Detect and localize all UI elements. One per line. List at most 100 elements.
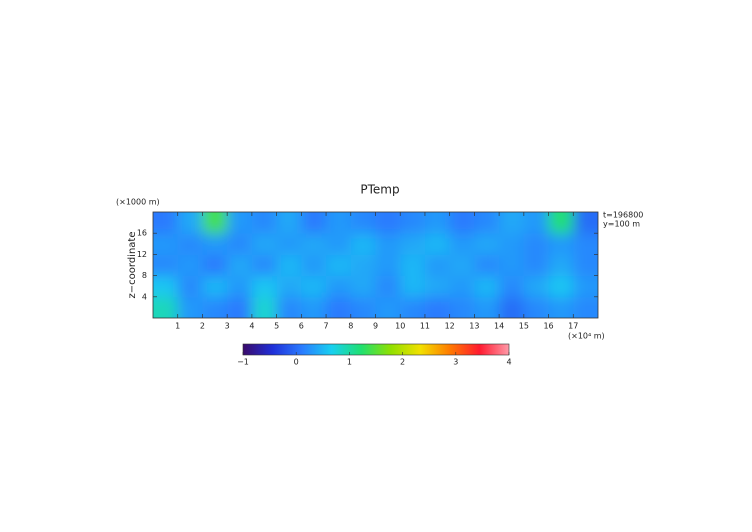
x-tick-label: 12: [445, 322, 455, 331]
heat-cell: [523, 254, 550, 277]
y-tick-label: 16: [137, 229, 147, 238]
heat-cell: [400, 254, 426, 277]
heat-cell: [375, 212, 401, 234]
heat-cell: [276, 233, 302, 255]
heat-cell: [548, 254, 574, 277]
colorbar-tick-label: −1: [237, 358, 249, 367]
heat-cell: [177, 212, 203, 234]
heat-cell: [548, 296, 574, 318]
heat-cell: [548, 233, 574, 255]
heat-cell: [573, 275, 598, 298]
heat-cell: [301, 296, 327, 318]
heat-cell: [523, 233, 550, 255]
heat-cell: [301, 233, 327, 255]
x-tick-label: 1: [175, 322, 180, 331]
colorbar: [242, 343, 510, 356]
x-tick-label: 5: [274, 322, 279, 331]
heat-cell: [424, 296, 451, 318]
heat-cell: [177, 254, 203, 277]
heat-cell: [375, 296, 401, 318]
heat-cell: [424, 212, 451, 234]
x-tick-label: 2: [200, 322, 205, 331]
heat-cell: [474, 233, 500, 255]
heat-cell: [449, 275, 475, 298]
x-tick-label: 10: [395, 322, 405, 331]
heat-cell: [276, 254, 302, 277]
heat-cell: [350, 254, 376, 277]
heat-cell: [326, 233, 352, 255]
heat-cell: [301, 275, 327, 298]
heatmap: [153, 212, 598, 318]
x-axis-label: (×10⁴ m): [568, 332, 605, 341]
heat-cell: [326, 296, 352, 318]
y-tick-label: 12: [137, 250, 147, 259]
colorbar-tick-label: 2: [400, 358, 405, 367]
heat-cell: [449, 296, 475, 318]
heat-cell: [573, 233, 598, 255]
x-tick-label: 9: [373, 322, 378, 331]
heat-cell: [375, 254, 401, 277]
heat-cell: [573, 212, 598, 234]
y-unit: (×1000 m): [116, 198, 160, 207]
heat-cell: [326, 212, 352, 234]
heat-cell: [227, 233, 253, 255]
y-tick-label: 4: [142, 292, 147, 301]
heat-cell: [523, 275, 550, 298]
heat-cell: [424, 254, 451, 277]
x-tick-label: 16: [543, 322, 553, 331]
heat-cell: [449, 254, 475, 277]
heat-cell: [326, 254, 352, 277]
heat-cell: [301, 212, 327, 234]
heat-cell: [251, 275, 278, 298]
x-tick-label: 8: [348, 322, 353, 331]
heat-cell: [449, 233, 475, 255]
x-tick-label: 17: [568, 322, 578, 331]
heat-cell: [227, 296, 253, 318]
heat-cell: [474, 275, 500, 298]
heat-cell: [251, 254, 278, 277]
heat-cell: [449, 212, 475, 234]
y-axis-label: z−coordinate: [127, 232, 138, 299]
heat-cell: [400, 233, 426, 255]
heat-cell: [424, 233, 451, 255]
heat-cell: [499, 233, 525, 255]
heat-cell: [350, 212, 376, 234]
heat-cell: [227, 254, 253, 277]
heat-cell: [153, 296, 179, 318]
x-tick-label: 13: [469, 322, 479, 331]
colorbar-tick-label: 3: [453, 358, 458, 367]
heat-cell: [301, 254, 327, 277]
heat-cell: [202, 212, 228, 234]
heat-cell: [350, 296, 376, 318]
heat-cell: [202, 254, 228, 277]
heat-cell: [251, 233, 278, 255]
heat-cell: [202, 233, 228, 255]
heat-cell: [177, 275, 203, 298]
heat-cell: [153, 212, 179, 234]
heat-cell: [499, 275, 525, 298]
heat-cell: [202, 296, 228, 318]
x-tick-label: 11: [420, 322, 430, 331]
heat-cell: [424, 275, 451, 298]
heat-cell: [177, 296, 203, 318]
heat-cell: [227, 275, 253, 298]
heat-cell: [474, 296, 500, 318]
colorbar-tick-label: 1: [347, 358, 352, 367]
annotation: t=196800: [603, 211, 643, 220]
heat-cell: [400, 296, 426, 318]
heat-cell: [548, 212, 574, 234]
heat-cell: [573, 296, 598, 318]
heat-cell: [573, 254, 598, 277]
heat-cell: [251, 212, 278, 234]
heat-cell: [276, 296, 302, 318]
heat-cell: [400, 212, 426, 234]
heat-cell: [153, 233, 179, 255]
heat-cell: [548, 275, 574, 298]
heat-cell: [177, 233, 203, 255]
heat-cell: [375, 233, 401, 255]
heat-cell: [276, 212, 302, 234]
x-tick-label: 3: [225, 322, 230, 331]
heat-cell: [202, 275, 228, 298]
heat-cell: [153, 275, 179, 298]
